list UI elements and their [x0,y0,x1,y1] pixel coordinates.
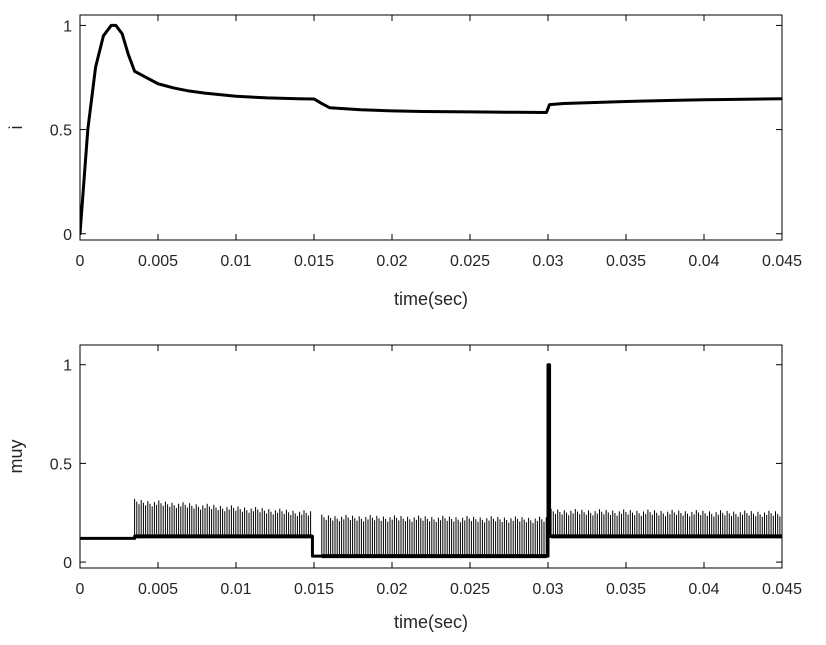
x-tick-label: 0.045 [762,581,802,598]
plot-area [80,363,782,559]
x-tick-label: 0.015 [294,253,334,270]
plot-area [80,23,782,236]
axis-frame [79,344,783,569]
x-axis-label: time(sec) [394,289,468,309]
y-tick-label: 1 [63,18,72,35]
x-tick-label: 0.035 [606,581,646,598]
baseline-step-line [80,363,782,558]
x-tick-label: 0.015 [294,581,334,598]
y-tick-label: 0 [63,555,72,572]
y-tick-label: 1 [63,358,72,375]
y-axis-label: i [6,126,26,130]
x-tick-label: 0.03 [532,581,563,598]
x-tick-label: 0.005 [138,253,178,270]
x-tick-label: 0 [76,581,85,598]
x-tick-label: 0.01 [220,253,251,270]
x-axis-label: time(sec) [394,612,468,632]
x-tick-label: 0.02 [376,253,407,270]
y-tick-label: 0.5 [50,456,72,473]
y-axis-label: muy [6,439,26,473]
x-tick-label: 0.01 [220,581,251,598]
x-tick-label: 0.025 [450,253,490,270]
x-tick-label: 0.035 [606,253,646,270]
x-tick-label: 0.005 [138,581,178,598]
plot-muy: 0 0.005 0.01 0.015 0.02 0.025 0.03 0.035 0.04 0.0… [6,344,802,632]
plot-current-i: 0 0.005 0.01 0.015 0.02 0.025 0.03 0.035 0.04 0.0… [6,14,802,309]
axis-frame [79,14,783,241]
oscillation-band [321,514,547,559]
oscillation-band [134,498,313,539]
x-tick-label: 0 [76,253,85,270]
y-tick-label: 0 [63,227,72,244]
x-tick-label: 0.045 [762,253,802,270]
series-line [80,23,782,236]
x-tick-label: 0.03 [532,253,563,270]
x-tick-label: 0.02 [376,581,407,598]
x-tick-label: 0.04 [688,253,719,270]
y-tick-label: 0.5 [50,123,72,140]
x-tick-label: 0.025 [450,581,490,598]
oscillation-band [550,508,782,539]
x-tick-label: 0.04 [688,581,719,598]
